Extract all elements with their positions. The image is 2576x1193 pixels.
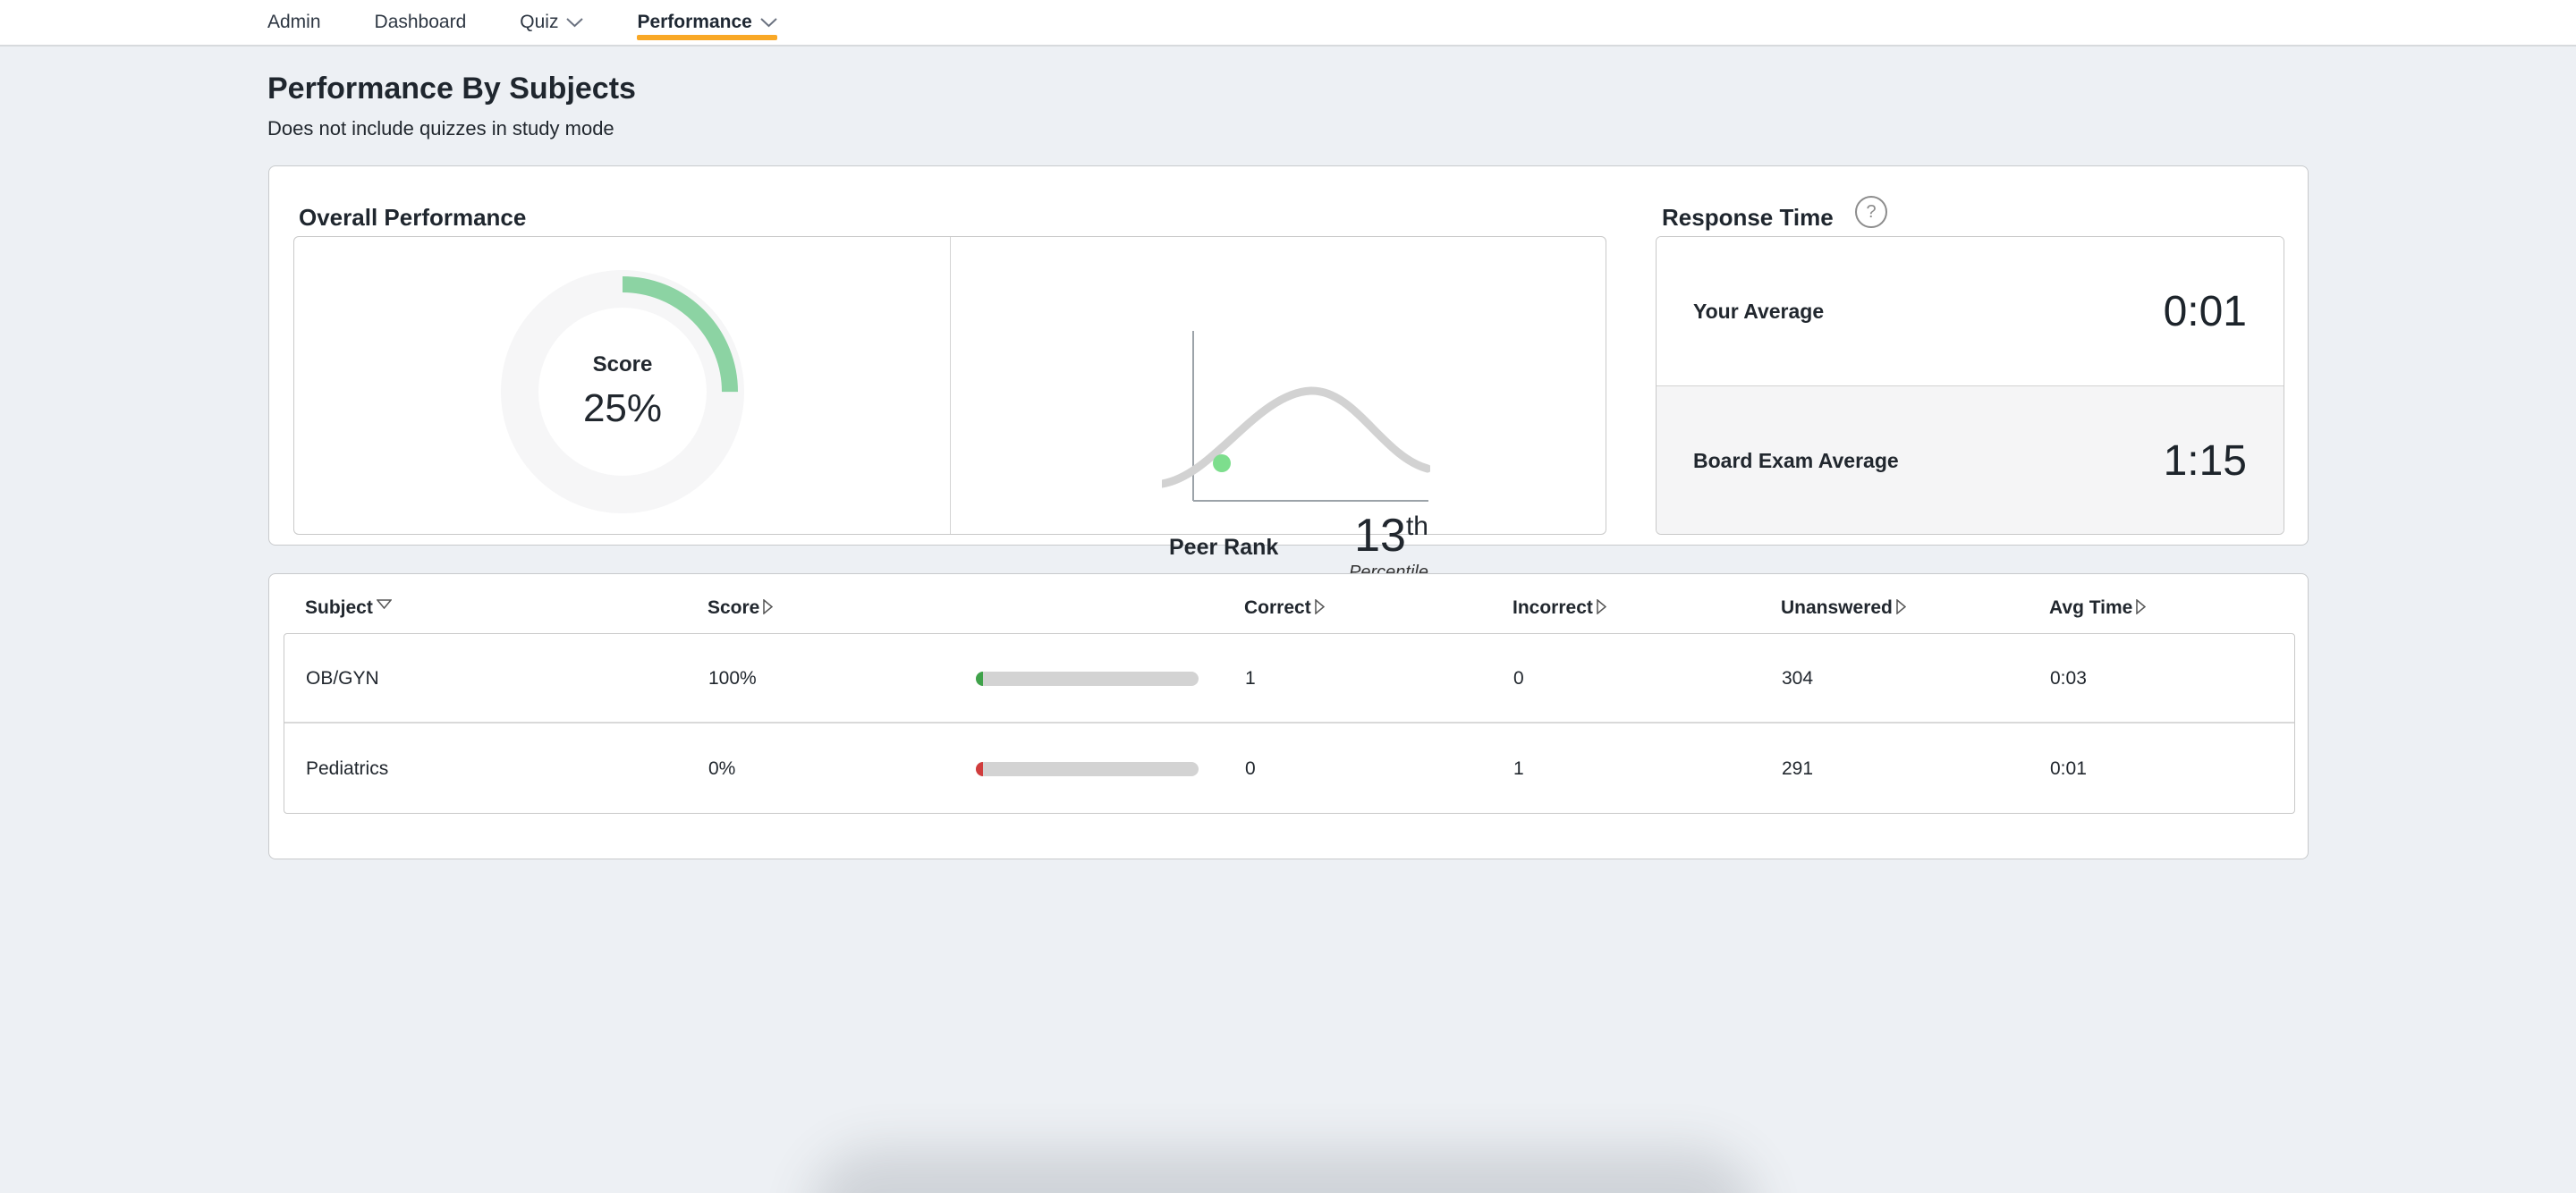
column-header-label: Correct — [1244, 597, 1311, 618]
nav-item-label: Quiz — [520, 12, 559, 32]
cell-subject: OB/GYN — [306, 668, 379, 689]
nav-item-quiz[interactable]: Quiz — [520, 0, 584, 46]
help-glyph: ? — [1866, 201, 1877, 222]
cell-correct: 1 — [1245, 668, 1256, 689]
nav-item-dashboard[interactable]: Dashboard — [375, 0, 467, 46]
cell-unanswered: 304 — [1782, 668, 1814, 689]
score-progress-bar — [976, 672, 1199, 686]
bell-curve — [1157, 331, 1432, 502]
score-value: 25% — [582, 386, 663, 430]
cell-incorrect: 1 — [1513, 758, 1524, 779]
table-row: Pediatrics 0% 0 1 291 0:01 — [284, 724, 2294, 814]
table-header-row: Subject Score Correct Incorrect Unanswer… — [269, 597, 2308, 633]
sort-inactive-icon — [2136, 599, 2147, 614]
cell-score: 0% — [708, 758, 736, 779]
your-percentile-dot — [1213, 454, 1231, 472]
sort-inactive-icon — [1896, 599, 1906, 614]
score-progress-fill — [976, 762, 983, 776]
board-exam-average-row: Board Exam Average 1:15 — [1657, 386, 2284, 534]
cell-avg-time: 0:01 — [2050, 758, 2087, 779]
score-progress-fill — [976, 672, 983, 686]
table-body: OB/GYN 100% 1 0 304 0:03 Pediatrics 0% 0… — [284, 633, 2295, 814]
column-header-label: Avg Time — [2049, 597, 2133, 618]
bottom-shadow-blob — [809, 1148, 1758, 1193]
your-average-value: 0:01 — [2163, 287, 2247, 335]
chevron-down-icon — [760, 17, 777, 27]
cell-avg-time: 0:03 — [2050, 668, 2087, 689]
donut-center-text: Score 25% — [497, 267, 748, 517]
response-time-panel: Your Average 0:01 Board Exam Average 1:1… — [1656, 236, 2284, 535]
score-progress-bar — [976, 762, 1199, 776]
overall-performance-title: Overall Performance — [299, 204, 527, 231]
your-average-row: Your Average 0:01 — [1657, 237, 2284, 386]
subjects-table-card: Subject Score Correct Incorrect Unanswer… — [268, 573, 2309, 859]
cell-incorrect: 0 — [1513, 668, 1524, 689]
cell-unanswered: 291 — [1782, 758, 1814, 779]
sort-inactive-icon — [1597, 599, 1606, 614]
page-subtitle: Does not include quizzes in study mode — [267, 117, 614, 140]
column-header-subject[interactable]: Subject — [305, 597, 392, 619]
column-header-label: Subject — [305, 597, 373, 618]
column-header-incorrect[interactable]: Incorrect — [1513, 597, 1606, 619]
cell-correct: 0 — [1245, 758, 1256, 779]
column-header-label: Incorrect — [1513, 597, 1593, 618]
score-donut-chart: Score 25% — [497, 267, 748, 517]
cell-subject: Pediatrics — [306, 758, 389, 779]
active-tab-underline — [637, 35, 777, 40]
sort-inactive-icon — [1314, 599, 1325, 614]
sort-desc-icon — [376, 599, 392, 609]
top-navigation: Admin Dashboard Quiz Performance — [0, 0, 2576, 47]
nav-item-label: Dashboard — [374, 12, 467, 32]
board-exam-average-value: 1:15 — [2163, 437, 2247, 485]
donut-rings — [501, 270, 744, 513]
response-time-title: Response Time — [1662, 204, 1834, 231]
overall-performance-card: Overall Performance Response Time ? Scor… — [268, 165, 2309, 582]
nav-item-admin[interactable]: Admin — [267, 0, 321, 46]
cell-score: 100% — [708, 668, 757, 689]
column-header-avg-time[interactable]: Avg Time — [2049, 597, 2147, 619]
column-header-score[interactable]: Score — [708, 597, 774, 619]
peer-rank-value: 13 — [1354, 510, 1406, 562]
peer-rank-ordinal: th — [1405, 512, 1428, 541]
peer-rank-chart: Peer Rank 13th Percentile — [1157, 322, 1432, 590]
panel-divider — [950, 237, 951, 534]
your-average-label: Your Average — [1693, 299, 1825, 323]
help-icon[interactable]: ? — [1855, 196, 1887, 228]
column-header-label: Score — [708, 597, 760, 618]
column-header-unanswered[interactable]: Unanswered — [1781, 597, 1906, 619]
nav-item-label: Admin — [267, 12, 321, 32]
column-header-correct[interactable]: Correct — [1244, 597, 1325, 619]
table-row: OB/GYN 100% 1 0 304 0:03 — [284, 634, 2294, 723]
board-exam-average-label: Board Exam Average — [1693, 449, 1899, 472]
sort-inactive-icon — [763, 599, 774, 614]
peer-rank-value-wrap: 13th Percentile — [1349, 512, 1428, 583]
page-title: Performance By Subjects — [267, 72, 636, 106]
overall-performance-panel: Score 25% Peer Rank 13th Percentile — [293, 236, 1606, 582]
score-label: Score — [592, 352, 653, 377]
chevron-down-icon — [566, 17, 584, 27]
nav-item-label: Performance — [637, 12, 752, 32]
column-header-label: Unanswered — [1781, 597, 1893, 618]
peer-rank-label: Peer Rank — [1169, 535, 1279, 560]
nav-item-performance[interactable]: Performance — [637, 0, 777, 46]
peer-rank-readout: Peer Rank 13th Percentile — [1169, 512, 1428, 583]
